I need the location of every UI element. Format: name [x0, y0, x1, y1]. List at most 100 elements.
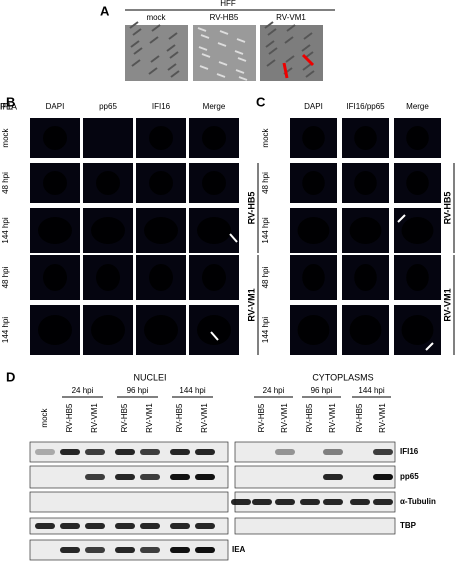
nucleus: [401, 315, 434, 345]
band: [350, 499, 370, 505]
panel-label: C: [256, 94, 266, 109]
nucleus: [297, 217, 330, 244]
band: [300, 499, 320, 505]
group-label: RV-VM1: [246, 288, 256, 321]
cell-texture: [238, 76, 248, 81]
band: [275, 499, 295, 505]
protein-label: IEA: [232, 545, 246, 554]
lane-label: RV-HB5: [355, 403, 364, 432]
nucleus: [349, 315, 382, 345]
column-label: RV-VM1: [276, 13, 306, 22]
band: [85, 547, 105, 553]
cell-texture: [149, 36, 159, 44]
band: [35, 449, 55, 455]
cell-texture: [150, 55, 160, 63]
band: [275, 449, 295, 455]
lane-label: RV-VM1: [378, 403, 387, 433]
column-label: Merge: [406, 102, 429, 111]
band: [115, 474, 135, 480]
band: [195, 449, 215, 455]
nucleus: [302, 264, 325, 291]
cell-texture: [264, 21, 274, 29]
band: [170, 474, 190, 480]
band: [60, 523, 80, 529]
nucleus: [43, 171, 67, 195]
cell-texture: [286, 24, 296, 32]
nucleus: [297, 315, 330, 345]
row-label: 48 hpi: [1, 266, 10, 288]
lane-label: RV-HB5: [257, 403, 266, 432]
cell-texture: [234, 50, 244, 55]
group-label: RV-HB5: [246, 192, 256, 225]
panel-label: D: [6, 369, 15, 384]
cell-texture: [236, 38, 246, 43]
row-label: mock: [261, 127, 270, 147]
blot: [234, 441, 396, 463]
arrow: [282, 62, 289, 79]
band: [323, 474, 343, 480]
row-label: 48 hpi: [261, 266, 270, 288]
nucleus: [149, 126, 173, 150]
lane-label: RV-VM1: [200, 403, 209, 433]
row-label: mock: [1, 127, 10, 147]
cell-texture: [168, 32, 178, 40]
nucleus: [149, 171, 173, 195]
nucleus: [401, 217, 434, 244]
protein-label: pp65: [400, 472, 419, 481]
band: [115, 523, 135, 529]
lane-label: RV-HB5: [175, 403, 184, 432]
fraction-title: CYTOPLASMS: [312, 372, 373, 382]
group-label: HFF: [220, 0, 236, 8]
cell-texture: [200, 34, 210, 39]
row-label: 144 hpi: [261, 217, 270, 243]
cell-texture: [266, 59, 276, 67]
blot: [234, 517, 396, 535]
nucleus: [349, 217, 382, 244]
timepoint: 96 hpi: [127, 386, 149, 395]
band: [373, 474, 393, 480]
lane-label: RV-VM1: [145, 403, 154, 433]
nucleus: [354, 264, 377, 291]
band: [140, 474, 160, 480]
cell-texture: [166, 44, 176, 52]
nucleus: [144, 315, 178, 345]
timepoint: 24 hpi: [72, 386, 94, 395]
cell-texture: [148, 67, 158, 75]
arrow: [210, 331, 219, 341]
cell-texture: [285, 55, 295, 63]
nucleus: [43, 264, 67, 291]
timepoint: 144 hpi: [179, 386, 205, 395]
column-label: DAPI: [304, 102, 323, 111]
blot: [29, 491, 229, 513]
band: [195, 474, 215, 480]
cell-texture: [151, 24, 161, 32]
band: [115, 547, 135, 553]
cell-texture: [267, 28, 277, 36]
protein-label: IFI16: [400, 447, 419, 456]
nucleus: [406, 171, 429, 195]
nucleus: [202, 171, 226, 195]
micrograph: [193, 25, 256, 81]
row-label: 144 hpi: [1, 317, 10, 343]
panel-label: A: [100, 3, 110, 18]
column-label: DAPI: [46, 102, 65, 111]
group-label: RV-HB5: [442, 192, 452, 225]
timepoint: 144 hpi: [358, 386, 384, 395]
cell-texture: [131, 59, 141, 67]
nucleus: [202, 126, 226, 150]
nucleus: [149, 264, 173, 291]
nucleus: [302, 171, 325, 195]
nucleus: [144, 217, 178, 244]
cell-texture: [216, 73, 226, 78]
column-label: mock: [146, 13, 166, 22]
lane-label: RV-HB5: [65, 403, 74, 432]
cell-texture: [235, 69, 245, 74]
cell-texture: [268, 47, 278, 55]
cell-texture: [237, 57, 247, 62]
cell-texture: [284, 36, 294, 44]
band: [140, 547, 160, 553]
nucleus: [43, 126, 67, 150]
cell-texture: [133, 47, 143, 55]
panel-label: B: [6, 94, 15, 109]
